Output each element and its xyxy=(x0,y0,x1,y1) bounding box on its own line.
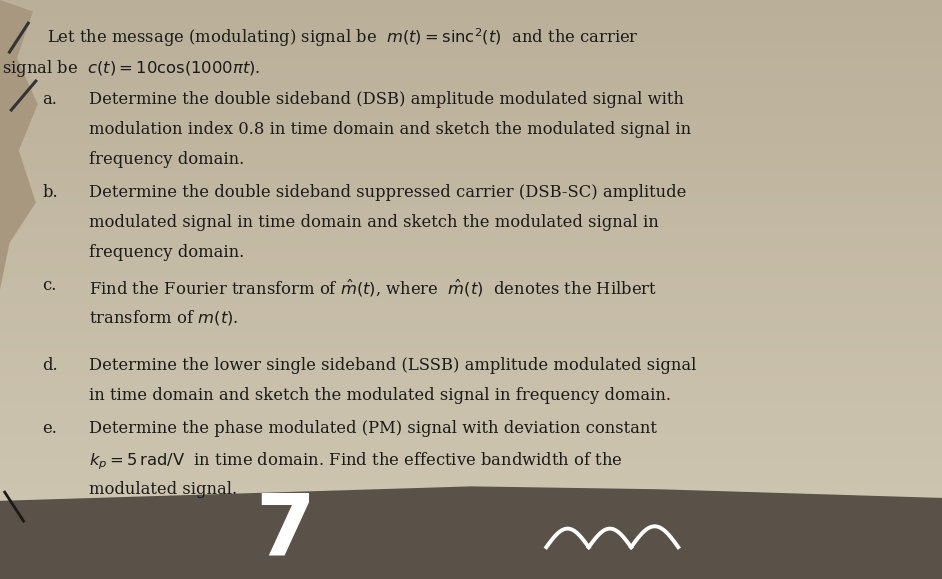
Text: Determine the lower single sideband (LSSB) amplitude modulated signal: Determine the lower single sideband (LSS… xyxy=(89,357,697,374)
Text: $k_p=5\,\mathrm{rad/V}$  in time domain. Find the effective bandwidth of the: $k_p=5\,\mathrm{rad/V}$ in time domain. … xyxy=(89,450,624,472)
Text: c.: c. xyxy=(42,277,57,295)
Text: Determine the double sideband suppressed carrier (DSB-SC) amplitude: Determine the double sideband suppressed… xyxy=(89,184,687,201)
Text: Let the message (modulating) signal be  $\mathit{m}(t)=\mathrm{sinc}^2(t)$  and : Let the message (modulating) signal be $… xyxy=(47,26,639,49)
Text: d.: d. xyxy=(42,357,58,374)
Text: frequency domain.: frequency domain. xyxy=(89,151,245,168)
Text: b.: b. xyxy=(42,184,58,201)
Polygon shape xyxy=(0,486,942,579)
Text: $\mathbf{7}$: $\mathbf{7}$ xyxy=(255,490,310,573)
Text: Find the Fourier transform of $\hat{m}(t)$, where  $\hat{m}(t)$  denotes the Hil: Find the Fourier transform of $\hat{m}(t… xyxy=(89,277,658,299)
Text: Determine the double sideband (DSB) amplitude modulated signal with: Determine the double sideband (DSB) ampl… xyxy=(89,91,685,108)
Text: transform of $m(t)$.: transform of $m(t)$. xyxy=(89,307,239,327)
Polygon shape xyxy=(0,0,38,579)
Text: a.: a. xyxy=(42,91,57,108)
Text: signal be  $c(t)=10\cos(1000\pi t)$.: signal be $c(t)=10\cos(1000\pi t)$. xyxy=(2,58,260,79)
Text: Determine the phase modulated (PM) signal with deviation constant: Determine the phase modulated (PM) signa… xyxy=(89,420,658,438)
Text: frequency domain.: frequency domain. xyxy=(89,244,245,261)
Text: in time domain and sketch the modulated signal in frequency domain.: in time domain and sketch the modulated … xyxy=(89,387,672,404)
Text: modulation index 0.8 in time domain and sketch the modulated signal in: modulation index 0.8 in time domain and … xyxy=(89,121,691,138)
Text: modulated signal.: modulated signal. xyxy=(89,481,237,498)
Text: e.: e. xyxy=(42,420,57,438)
Text: modulated signal in time domain and sketch the modulated signal in: modulated signal in time domain and sket… xyxy=(89,214,659,231)
